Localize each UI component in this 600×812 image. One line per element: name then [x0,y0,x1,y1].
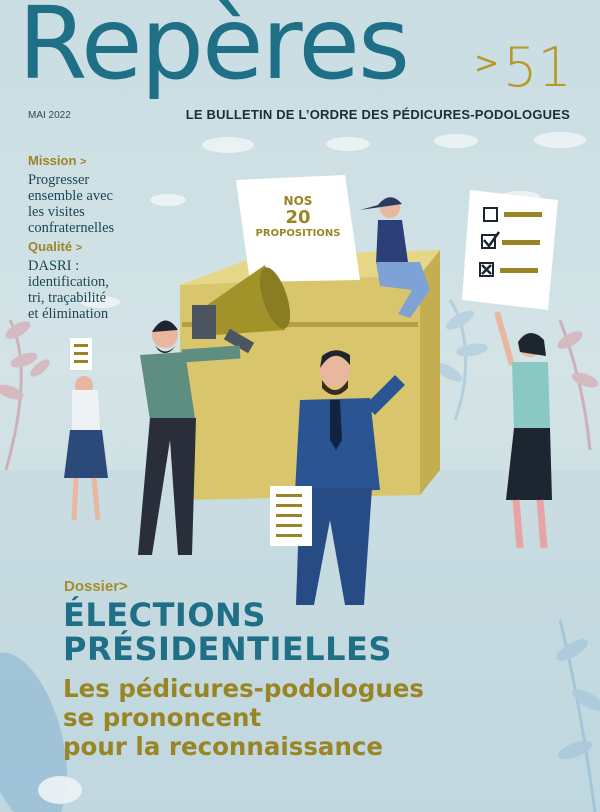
bottom-left-leaves [0,652,82,812]
megaphone-icon [192,265,291,354]
man-with-megaphone [138,320,241,555]
ballot-line-3: PROPOSITIONS [256,228,341,239]
teaser-line: ensemble avec [28,188,113,204]
magazine-title: Repères [18,0,410,102]
teaser-body-qualite: DASRI : identification, tri, traçabilité… [28,258,109,322]
headline-line-2: PRÉSIDENTIELLES [63,630,392,668]
headline-line-1: ÉLECTIONS [63,596,266,634]
issue-date: MAI 2022 [28,110,71,121]
teaser-heading-qualite: Qualité > [28,239,82,254]
teaser-line: Progresser [28,172,90,188]
teaser-heading-mission: Mission > [28,153,86,168]
issue-number: >51 [474,36,572,99]
subhead-line-3: pour la reconnaissance [63,732,384,761]
left-foliage [0,319,50,471]
woman-sitting [360,197,430,318]
chevron-right-icon: > [75,242,83,254]
subhead-line-1: Les pédicures-podologues [63,674,424,703]
checklist-sign [462,190,558,310]
ballot-line-1: NOS [284,194,313,208]
magazine-subtitle: LE BULLETIN DE L’ORDRE DES PÉDICURES-POD… [185,107,570,122]
ballot-line-2: 20 [285,207,310,228]
chevron-right-icon: > [80,156,87,168]
teaser-line: DASRI : [28,258,80,274]
subhead-line-2: se prononcent [63,703,262,732]
dossier-label-text: Dossier [64,578,120,595]
woman-with-paper [64,338,108,521]
teaser-heading-qualite-text: Qualité [28,239,73,254]
teaser-body-mission: Progresser ensemble avec les visites con… [28,172,114,236]
ballot-paper: NOS 20 PROPOSITIONS [236,175,360,282]
woman-holding-checklist [494,311,552,549]
teaser-line: identification, [28,274,109,290]
teaser-heading-mission-text: Mission [28,153,77,168]
issue-number-value: 51 [503,36,572,99]
right-foliage [433,299,599,451]
dossier-label: Dossier> [64,578,128,595]
teaser-line: les visites [28,204,85,220]
chevron-right-icon: > [119,578,128,595]
man-in-suit [270,350,405,605]
teaser-line: et élimination [28,306,109,322]
bottom-right-leaves [556,619,600,812]
issue-arrow: > [474,46,500,81]
teaser-line: tri, traçabilité [28,290,107,306]
teaser-line: confraternelles [28,220,115,236]
